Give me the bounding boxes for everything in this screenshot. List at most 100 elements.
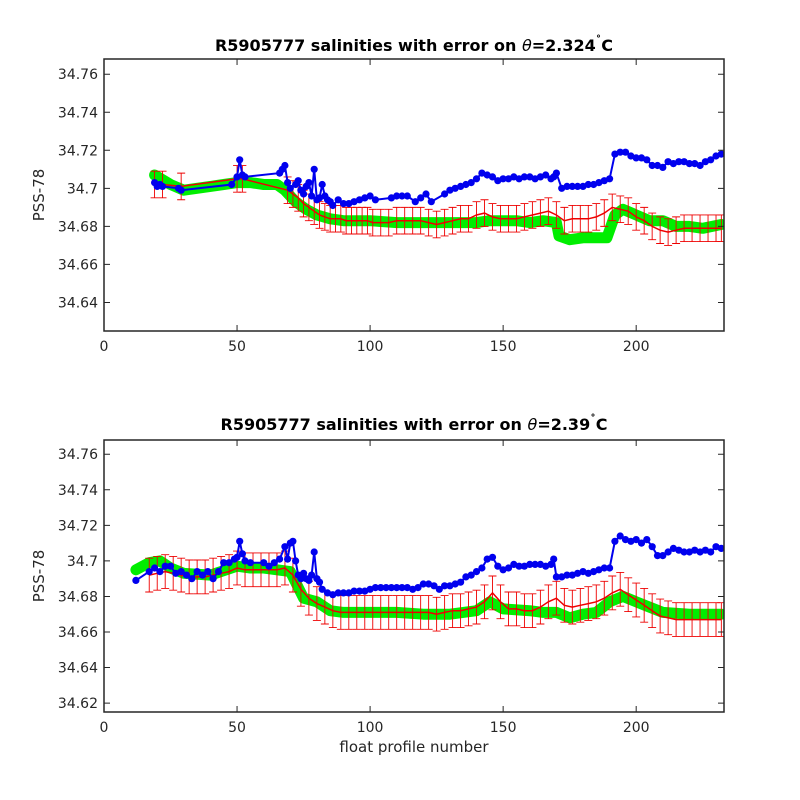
bottom-error-bar [440, 595, 449, 630]
bottom-error-bar [717, 602, 724, 637]
top-plot-area [104, 59, 724, 331]
top-float-salinity-point [371, 196, 379, 204]
top-float-salinity-point [616, 148, 624, 156]
top-y-tick-label: 34.72 [58, 143, 98, 159]
bottom-y-axis-label: PSS-78 [30, 550, 48, 603]
top-float-salinity-point [236, 156, 244, 164]
bottom-error-bar [456, 593, 465, 629]
bottom-float-salinity-point [526, 560, 534, 569]
bottom-float-salinity-point [310, 548, 318, 556]
top-y-tick-label: 34.7 [67, 181, 98, 197]
bottom-error-bar [552, 580, 561, 616]
top-float-salinity-point [632, 154, 640, 162]
bottom-error-bar [608, 575, 617, 611]
top-float-salinity-point [595, 179, 603, 187]
bottom-float-salinity-point [241, 557, 249, 565]
bottom-float-salinity-point [467, 571, 475, 579]
bottom-error-bar [376, 595, 385, 630]
bottom-float-salinity-point [488, 553, 497, 561]
top-error-bar [656, 216, 665, 244]
bottom-float-salinity-point [151, 564, 159, 572]
bottom-float-salinity-point [270, 559, 278, 567]
bottom-float-salinity-point [717, 544, 724, 552]
top-float-salinity-point [467, 179, 475, 187]
top-error-bar [512, 205, 521, 233]
bottom-float-salinity-point [276, 555, 284, 563]
bottom-float-salinity-point [457, 578, 465, 586]
bottom-error-bar [360, 595, 369, 630]
top-error-bar [416, 206, 425, 235]
bottom-float-salinity-point [472, 568, 481, 576]
top-float-salinity-point [177, 186, 185, 194]
bottom-float-salinity-point [198, 571, 207, 579]
top-error-bar [504, 205, 513, 233]
bottom-y-tick-label: 34.7 [67, 554, 98, 570]
bottom-float-salinity-point [707, 548, 715, 556]
bottom-float-salinity-point [621, 536, 630, 544]
top-float-salinity-point [241, 173, 249, 181]
bottom-chart-panel: 0 50 100 150 200 34.62 34.64 34.66 34.68 34.7 34.7… [30, 413, 725, 756]
bottom-y-tick-label: 34.72 [58, 518, 98, 534]
top-error-bar [408, 206, 417, 235]
bottom-y-tick-label: 34.74 [58, 483, 98, 499]
bottom-x-tick-label: 150 [490, 720, 517, 736]
bottom-error-bar [696, 602, 705, 637]
top-title-degree: ˚ [596, 34, 602, 47]
bottom-title-unit: C [596, 415, 608, 434]
top-title-unit: C [601, 36, 613, 55]
bottom-title-theta: θ [528, 415, 538, 434]
top-float-salinity-point [472, 175, 481, 183]
bottom-error-bar [512, 591, 521, 627]
bottom-float-salinity-point [398, 584, 406, 592]
bottom-float-salinity-point [289, 537, 297, 545]
top-float-salinity-point [411, 198, 419, 206]
bottom-float-salinity-point [616, 532, 624, 540]
top-x-tick-label: 200 [623, 339, 650, 355]
bottom-float-salinity-point [653, 552, 662, 560]
top-error-bar [363, 206, 372, 235]
bottom-float-salinity-point [166, 562, 175, 570]
top-error-bar [576, 205, 585, 233]
top-float-salinity-point [621, 148, 630, 156]
bottom-error-bar [632, 582, 641, 618]
top-error-bar [440, 208, 449, 237]
top-float-salinity-point [422, 190, 430, 198]
top-float-salinity-point [305, 179, 313, 187]
bottom-float-salinity-point [193, 568, 201, 576]
bottom-y-tick-label: 34.68 [58, 589, 98, 605]
bottom-climatology-band [130, 555, 724, 624]
top-x-tick-label: 50 [228, 339, 246, 355]
bottom-error-bar [464, 591, 473, 627]
bottom-float-salinity-point [515, 562, 523, 570]
bottom-error-bar [416, 595, 425, 630]
top-float-salinity-point [563, 182, 571, 190]
top-float-salinity-point [643, 156, 651, 164]
bottom-float-salinity-point [494, 562, 502, 570]
top-error-bar [392, 206, 401, 235]
bottom-float-salinity-point [339, 589, 348, 597]
bottom-float-salinity-point [350, 587, 358, 595]
bottom-error-bar [424, 595, 433, 630]
top-float-salinity-point [334, 196, 342, 204]
bottom-float-salinity-point [377, 584, 385, 592]
bottom-error-bar [640, 587, 649, 623]
top-error-bar [584, 205, 593, 233]
bottom-y-tick-label: 34.62 [58, 696, 98, 712]
top-float-salinity-point [552, 169, 561, 177]
bottom-float-salinity-point [132, 576, 140, 585]
top-error-bar [464, 205, 473, 233]
top-error-bar [528, 201, 537, 229]
top-error-bar [480, 199, 489, 227]
top-float-salinity-point [568, 182, 576, 190]
bottom-float-salinity-point [574, 569, 582, 577]
top-error-bar [384, 208, 393, 237]
bottom-error-bar [624, 577, 633, 613]
bottom-float-salinity-point [552, 573, 561, 581]
bottom-float-salinity-point [430, 582, 438, 590]
top-float-salinity-point [488, 173, 497, 181]
top-float-salinity-point [427, 198, 435, 206]
top-x-tick-label: 100 [357, 339, 384, 355]
bottom-error-bar [472, 589, 481, 625]
top-y-axis-label: PSS-78 [30, 169, 48, 222]
bottom-float-salinity-point [504, 564, 513, 572]
